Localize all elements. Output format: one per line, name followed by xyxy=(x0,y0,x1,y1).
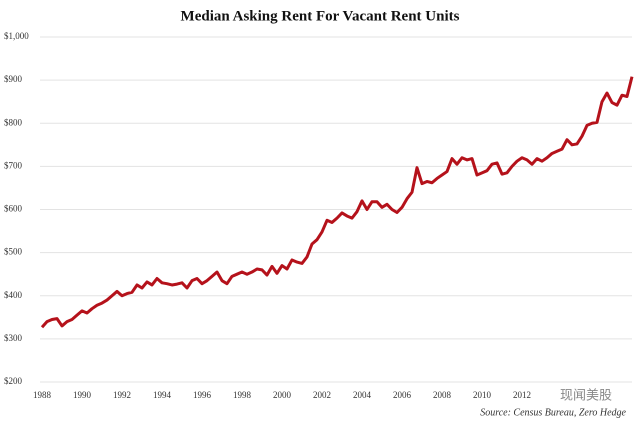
y-tick-label: $800 xyxy=(4,117,23,127)
chart-title: Median Asking Rent For Vacant Rent Units xyxy=(181,8,460,24)
y-tick-label: $300 xyxy=(4,333,23,343)
x-tick-label: 2000 xyxy=(273,390,292,400)
x-tick-label: 2008 xyxy=(433,390,452,400)
y-tick-label: $900 xyxy=(4,74,23,84)
x-tick-label: 1990 xyxy=(73,390,92,400)
y-tick-label: $200 xyxy=(4,376,23,386)
line xyxy=(40,76,634,329)
watermark: 现闻美股 xyxy=(560,389,612,404)
x-tick-label: 2002 xyxy=(313,390,331,400)
x-tick-label: 2006 xyxy=(393,390,412,400)
source: Source: Census Bureau, Zero Hedge xyxy=(480,407,626,418)
y-tick-label: $500 xyxy=(4,247,23,257)
y-tick-label: $400 xyxy=(4,290,23,300)
x-tick-label: 1998 xyxy=(233,390,252,400)
x-tick-label: 1994 xyxy=(153,390,172,400)
x-tick-label: 2004 xyxy=(353,390,372,400)
y-tick-label: $1,000 xyxy=(4,31,29,41)
x-tick-label: 1996 xyxy=(193,390,212,400)
y-tick-label: $600 xyxy=(4,204,23,214)
x-tick-label: 2012 xyxy=(513,390,531,400)
x-tick-label: 2010 xyxy=(473,390,492,400)
y-tick-label: $700 xyxy=(4,160,23,170)
x-tick-label: 1992 xyxy=(113,390,131,400)
x-tick-label: 1988 xyxy=(33,390,52,400)
